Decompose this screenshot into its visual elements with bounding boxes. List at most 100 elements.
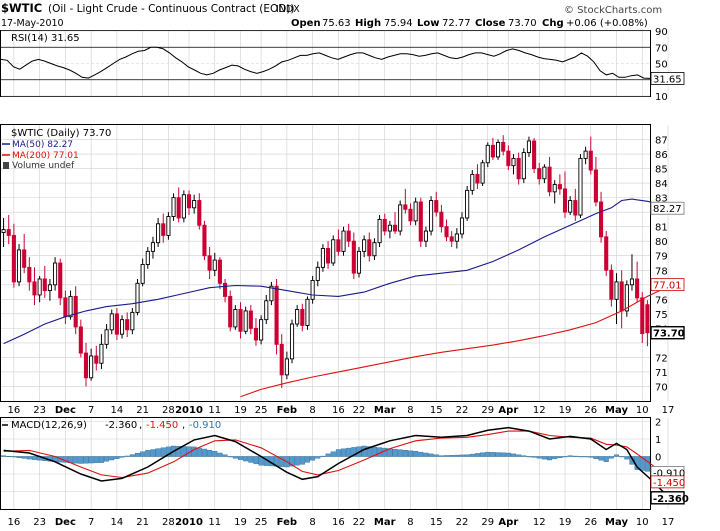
candle-up: [284, 358, 289, 376]
candle-up: [181, 194, 186, 219]
candle-up: [150, 242, 155, 252]
candle-down: [63, 297, 68, 318]
candle-down: [125, 319, 130, 331]
candle-up: [16, 249, 22, 283]
x-tick-label: 19: [559, 405, 572, 416]
macd-histogram-bar: [330, 451, 336, 457]
macd-histogram-bar: [98, 456, 104, 463]
macd-histogram-bar: [567, 455, 573, 457]
macd-histogram-bar: [454, 454, 460, 457]
candle-down: [645, 304, 650, 334]
candle-up: [212, 259, 217, 271]
macd-histogram-bar: [294, 456, 300, 466]
macd-histogram-bar: [351, 447, 357, 457]
price-tick-label: 75: [655, 310, 668, 321]
price-title: $WTIC (Daily) 73.70: [11, 128, 111, 139]
x-tick-label: Mar: [374, 517, 396, 528]
candle-down: [248, 310, 253, 329]
rsi-tick-label: 10: [655, 92, 668, 103]
macd-histogram-bar: [644, 456, 650, 472]
rsi-tick-label: 90: [655, 27, 668, 38]
open-label: Open: [291, 18, 321, 29]
macd-histogram-bar: [279, 456, 285, 467]
macd-histogram-bar: [109, 456, 115, 461]
price-tick-label: 81: [655, 223, 668, 234]
candle-up: [568, 200, 573, 213]
macd-histogram-bar: [418, 451, 424, 457]
macd-histogram-bar: [93, 456, 99, 464]
x-tick-label: Feb: [277, 517, 297, 528]
volume-legend-label: Volume undef: [12, 161, 75, 171]
price-value-badge-text: 82.27: [653, 204, 682, 215]
macd-histogram-bar: [526, 456, 532, 458]
rsi-value-badge-text: 31.65: [653, 74, 682, 85]
candle-down: [326, 248, 331, 264]
macd-histogram-bar: [572, 455, 578, 457]
candle-up: [511, 157, 516, 167]
candle-up: [37, 278, 42, 296]
macd-histogram-bar: [516, 454, 522, 457]
macd-histogram-bar: [459, 454, 465, 457]
price-value-badge: [650, 201, 685, 215]
macd-histogram-bar: [201, 448, 207, 457]
macd-histogram-bar: [1, 455, 7, 457]
ma200-line: [240, 284, 674, 398]
x-tick-label: Apr: [498, 405, 518, 416]
candle-down: [161, 223, 166, 236]
macd-legend-sep2: ,: [182, 420, 185, 431]
x-tick-label: 14: [111, 517, 124, 528]
candle-up: [398, 204, 403, 232]
macd-histogram-bar: [341, 448, 347, 457]
plot-layer: [0, 46, 674, 499]
rsi-label-text: RSI(14) 31.65: [11, 33, 80, 44]
candle-down: [6, 229, 11, 236]
candle-down: [78, 326, 83, 354]
candle-down: [217, 259, 222, 284]
candle-up: [578, 157, 583, 216]
x-tick-label: 22: [353, 517, 366, 528]
x-tick-label: 22: [456, 405, 469, 416]
macd-histogram-bar: [134, 452, 141, 457]
candle-up: [99, 343, 104, 364]
candle-down: [58, 262, 63, 299]
macd-histogram-bar: [88, 456, 94, 464]
macd-histogram-bar: [624, 456, 630, 460]
candle-up: [315, 266, 320, 281]
candle-up: [140, 264, 145, 284]
header-symbol: $WTIC: [1, 1, 42, 15]
price-tick-label: 83: [655, 194, 668, 205]
macd-histogram-bar: [629, 456, 635, 465]
candle-up: [289, 323, 295, 360]
candle-up: [526, 140, 532, 154]
macd-histogram-bar: [382, 447, 388, 457]
candle-down: [635, 278, 640, 299]
price-tick-label: 80: [655, 237, 668, 248]
candle-down: [351, 240, 356, 274]
macd-histogram-bar: [366, 446, 372, 457]
macd-histogram-bar: [289, 456, 295, 467]
x-tick-label: 10: [636, 405, 649, 416]
x-tick-label: 12: [533, 517, 546, 528]
candle-up: [166, 216, 171, 236]
candle-up: [109, 313, 114, 331]
candle-down: [573, 200, 578, 216]
candle-down: [609, 269, 614, 300]
x-tick-label: Feb: [277, 405, 297, 416]
x-tick-label: 16: [332, 405, 345, 416]
x-tick-label: 7: [88, 517, 94, 528]
candle-down: [202, 224, 207, 257]
macd-histogram-bar: [129, 454, 135, 457]
macd-histogram-bar: [407, 450, 414, 457]
candle-up: [583, 150, 588, 159]
price-tick-label: 76: [655, 295, 668, 306]
candle-up: [156, 223, 161, 244]
candle-up: [89, 355, 94, 379]
label-layer: 16162323DecDec77141421212828201020101111…: [8, 27, 689, 528]
chg-value: +0.06 (+0.08%): [566, 18, 648, 29]
candle-up: [470, 173, 475, 191]
macd-histogram-bar: [150, 449, 156, 457]
macd-value-badge-text: -2.360: [653, 494, 689, 505]
x-tick-label: 8: [407, 405, 413, 416]
macd-histogram-bar: [371, 446, 377, 457]
